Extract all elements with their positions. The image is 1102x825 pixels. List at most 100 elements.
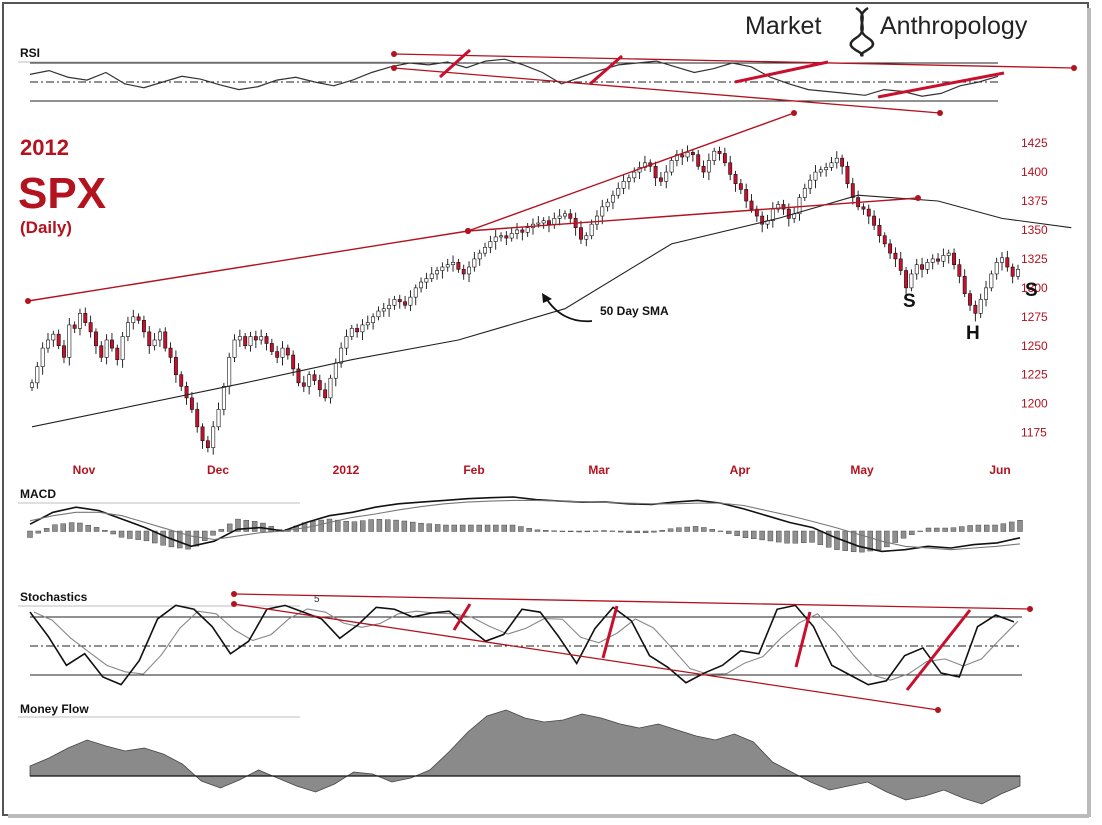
rsi-label: RSI xyxy=(20,46,40,60)
candle-down xyxy=(840,157,845,167)
candle-up xyxy=(488,241,493,248)
candle-up xyxy=(120,336,125,360)
stoch-trendline-top xyxy=(233,593,1031,610)
candle-down xyxy=(269,343,274,352)
candle-up xyxy=(685,152,690,158)
candle-up xyxy=(46,339,50,349)
candle-up xyxy=(994,262,999,275)
price-trendlines xyxy=(25,110,921,304)
candle-down xyxy=(296,368,301,384)
candle-up xyxy=(616,187,621,196)
dna-logo-icon xyxy=(849,6,875,58)
rsi-slope-marks xyxy=(438,48,1005,99)
candle-down xyxy=(968,293,972,306)
candle-up xyxy=(35,366,40,384)
candle-up xyxy=(605,201,610,208)
candle-up xyxy=(946,252,951,256)
rsi-trendlines xyxy=(393,53,1075,114)
macd-hist-bar xyxy=(251,521,258,532)
macd-hist-bar xyxy=(93,527,100,532)
candle-up xyxy=(984,287,988,300)
y-tick-label: 1225 xyxy=(1021,368,1048,382)
candle-down xyxy=(872,215,877,226)
price-trendline xyxy=(467,197,919,232)
candle-up xyxy=(632,171,637,179)
macd-hist-bar xyxy=(202,530,208,541)
candle-up xyxy=(941,255,946,262)
candle-up xyxy=(525,227,530,233)
candle-up xyxy=(584,235,589,240)
macd-hist-bar xyxy=(1008,521,1015,532)
candle-down xyxy=(738,183,743,190)
macd-hist-bar xyxy=(193,530,200,547)
macd-hist-bar xyxy=(68,522,75,532)
candle-down xyxy=(285,347,290,356)
candle-up xyxy=(621,181,626,189)
pattern-right-shoulder: S xyxy=(1025,280,1038,301)
candle-up xyxy=(333,362,338,379)
candle-up xyxy=(978,299,983,314)
candle-down xyxy=(904,270,909,289)
rsi-trendline-bottom xyxy=(393,67,941,114)
sma-arrow-head xyxy=(542,293,552,303)
sma-annotation: 50 Day SMA xyxy=(600,304,669,318)
candle-down xyxy=(504,235,509,239)
stoch-mark-4 xyxy=(905,609,972,691)
macd-hist-bar xyxy=(850,530,857,553)
candle-down xyxy=(243,336,248,347)
candle-down xyxy=(195,409,200,428)
candle-up xyxy=(408,296,413,306)
macd-hist-bar xyxy=(326,518,333,532)
macd-hist-bar xyxy=(127,530,133,539)
macd-hist-bar xyxy=(135,530,141,540)
stoch-mark-2 xyxy=(601,605,619,659)
macd-hist-bar xyxy=(401,520,408,532)
candle-up xyxy=(435,270,440,275)
stochastics-panel: 5 xyxy=(29,591,1033,713)
candle-up xyxy=(227,357,232,387)
candle-down xyxy=(690,152,695,155)
y-tick-label: 1250 xyxy=(1021,339,1048,353)
candle-down xyxy=(94,331,98,347)
rsi-trendline-top xyxy=(393,53,1075,69)
candle-up xyxy=(824,167,829,171)
macd-hist-bar xyxy=(177,530,183,549)
candle-up xyxy=(515,229,519,234)
macd-hist-bar xyxy=(484,524,491,532)
candle-down xyxy=(163,331,168,349)
stoch-endpoints xyxy=(231,591,1033,713)
macd-hist-bar xyxy=(742,530,749,538)
macd-hist-bar xyxy=(992,524,998,532)
y-tick-label: 1325 xyxy=(1021,252,1048,266)
y-tick-label: 1425 xyxy=(1021,136,1048,150)
macd-line-series xyxy=(29,496,1021,553)
candle-down xyxy=(275,351,280,358)
macd-hist-bar xyxy=(975,524,982,532)
x-tick-label: Apr xyxy=(730,463,751,477)
macd-hist-bar xyxy=(43,528,50,532)
macd-hist-bar xyxy=(376,519,383,532)
candle-down xyxy=(973,304,978,314)
candle-up xyxy=(989,273,994,289)
price-panel: 1175 1200 1225 1250 1275 1300 1325 1350 1375 1400… xyxy=(25,110,1072,477)
candle-down xyxy=(882,235,887,245)
macd-hist-bar xyxy=(152,530,158,544)
x-tick-label: May xyxy=(850,463,874,477)
candle-up xyxy=(818,169,823,173)
candle-down xyxy=(717,150,722,154)
macd-hist-bar xyxy=(825,530,832,548)
candle-up xyxy=(589,223,594,237)
candle-down xyxy=(877,225,882,237)
candle-up xyxy=(493,236,498,242)
candle-down xyxy=(179,374,184,387)
macd-hist-bar xyxy=(967,525,973,532)
candle-up xyxy=(483,247,487,254)
y-tick-label: 1200 xyxy=(1021,397,1048,411)
macd-hist-bar xyxy=(684,526,690,532)
macd-hist-bar xyxy=(709,529,715,532)
candle-down xyxy=(99,345,104,358)
candle-down xyxy=(110,339,114,349)
candle-up xyxy=(909,273,914,289)
price-trendline xyxy=(467,112,795,232)
chart-frame xyxy=(2,2,1089,816)
